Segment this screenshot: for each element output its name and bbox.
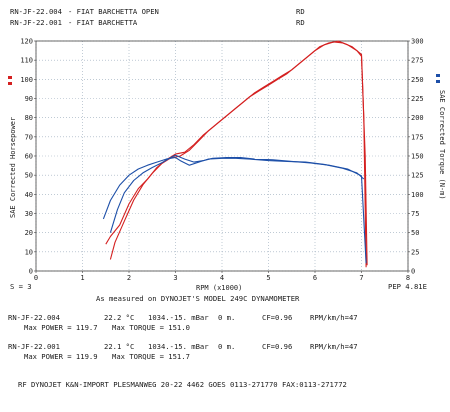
y-right-tick-label: 50 bbox=[411, 229, 419, 237]
run1-cf: CF=0.96 bbox=[262, 313, 293, 322]
run2-temp: 22.1 °C bbox=[104, 342, 135, 351]
y-right-tick-label: 300 bbox=[411, 38, 424, 46]
y-right-tick-label: 250 bbox=[411, 76, 424, 84]
x-ticks: 0 1 2 3 4 5 6 7 8 bbox=[34, 271, 410, 282]
torque-legend-swatch-1 bbox=[436, 74, 440, 77]
run2-id: RN-JF-22.001 bbox=[10, 18, 62, 27]
run1-detail-id: RN-JF-22.004 bbox=[8, 313, 60, 322]
run1-max-power: Max POWER = 119.7 bbox=[24, 323, 98, 332]
run1-temp: 22.2 °C bbox=[104, 313, 135, 322]
series-line-3 bbox=[102, 156, 365, 220]
run2-max-power: Max POWER = 119.9 bbox=[24, 352, 98, 361]
y-right-tick-label: 175 bbox=[411, 133, 424, 141]
y-right-ticks: 0 25 50 75 100 125 150 175 200 225 250 275 300 bbox=[408, 38, 424, 276]
power-legend-swatch-1 bbox=[8, 76, 12, 79]
y-left-tick-label: 80 bbox=[25, 114, 33, 122]
x-tick-label: 5 bbox=[266, 274, 270, 282]
y-left-tick-label: 90 bbox=[25, 95, 33, 103]
x-tick-label: 8 bbox=[406, 274, 410, 282]
run1-pressure: 1034.-15. mBar bbox=[148, 313, 209, 322]
y-left-tick-label: 60 bbox=[25, 153, 33, 161]
run2-cf: CF=0.96 bbox=[262, 342, 293, 351]
y-right-tick-label: 275 bbox=[411, 57, 424, 65]
y-left-ticks: 0 10 20 30 40 50 60 70 80 90 100 110 120 bbox=[20, 38, 36, 276]
x-tick-label: 3 bbox=[173, 274, 177, 282]
pep-label: PEP 4.81E bbox=[388, 282, 427, 291]
series-line-4 bbox=[109, 154, 367, 264]
y-left-tick-label: 0 bbox=[29, 268, 33, 276]
run2-rpm-kmh: RPM/km/h=47 bbox=[310, 342, 358, 351]
y-right-axis-label: SAE Corrected Torque (N-m) bbox=[438, 90, 446, 200]
y-left-tick-label: 50 bbox=[25, 172, 33, 180]
y-right-tick-label: 100 bbox=[411, 191, 424, 199]
run1-code: RD bbox=[296, 7, 305, 16]
y-right-tick-label: 225 bbox=[411, 95, 424, 103]
x-tick-label: 4 bbox=[220, 274, 224, 282]
y-left-tick-label: 100 bbox=[20, 76, 33, 84]
y-left-tick-label: 120 bbox=[20, 38, 33, 46]
run1-id: RN-JF-22.004 bbox=[10, 7, 62, 16]
y-left-tick-label: 70 bbox=[25, 133, 33, 141]
run1-rpm-kmh: RPM/km/h=47 bbox=[310, 313, 358, 322]
y-left-tick-label: 10 bbox=[25, 248, 33, 256]
footer-address: RF DYNOJET K&N-IMPORT PLESMANWEG 20-22 4… bbox=[18, 380, 347, 389]
x-tick-label: 0 bbox=[34, 274, 38, 282]
series-line-1 bbox=[105, 41, 367, 268]
chart-grid bbox=[35, 40, 409, 272]
y-left-tick-label: 110 bbox=[20, 57, 33, 65]
run1-desc: - FIAT BARCHETTA OPEN bbox=[68, 7, 159, 16]
x-tick-label: 1 bbox=[80, 274, 84, 282]
y-right-tick-label: 125 bbox=[411, 172, 424, 180]
x-tick-label: 2 bbox=[127, 274, 131, 282]
run2-desc: - FIAT BARCHETTA bbox=[68, 18, 138, 27]
torque-legend-swatch-2 bbox=[436, 80, 440, 83]
y-right-tick-label: 75 bbox=[411, 210, 419, 218]
run2-max-torque: Max TORQUE = 151.7 bbox=[112, 352, 190, 361]
x-axis-label: RPM (x1000) bbox=[196, 284, 242, 292]
measured-note: As measured on DYNOJET'S MODEL 249C DYNA… bbox=[96, 294, 300, 303]
y-right-tick-label: 150 bbox=[411, 153, 424, 161]
y-right-tick-label: 200 bbox=[411, 114, 424, 122]
run1-alt: 0 m. bbox=[218, 313, 236, 322]
y-right-tick-label: 25 bbox=[411, 248, 419, 256]
smoothing-label: S = 3 bbox=[10, 282, 32, 291]
y-left-tick-label: 40 bbox=[25, 191, 33, 199]
power-legend-swatch-2 bbox=[8, 82, 12, 85]
y-left-tick-label: 20 bbox=[25, 229, 33, 237]
x-tick-label: 6 bbox=[313, 274, 317, 282]
chart-series bbox=[102, 40, 368, 268]
y-left-axis-label: SAE Corrected Horsepower bbox=[9, 117, 17, 218]
run2-alt: 0 m. bbox=[218, 342, 236, 351]
x-tick-label: 7 bbox=[359, 274, 363, 282]
run2-code: RD bbox=[296, 18, 305, 27]
y-left-tick-label: 30 bbox=[25, 210, 33, 218]
run1-max-torque: Max TORQUE = 151.0 bbox=[112, 323, 190, 332]
y-right-tick-label: 0 bbox=[411, 268, 415, 276]
run2-detail-id: RN-JF-22.001 bbox=[8, 342, 60, 351]
run2-pressure: 1034.-15. mBar bbox=[148, 342, 209, 351]
series-line-2 bbox=[109, 40, 368, 266]
